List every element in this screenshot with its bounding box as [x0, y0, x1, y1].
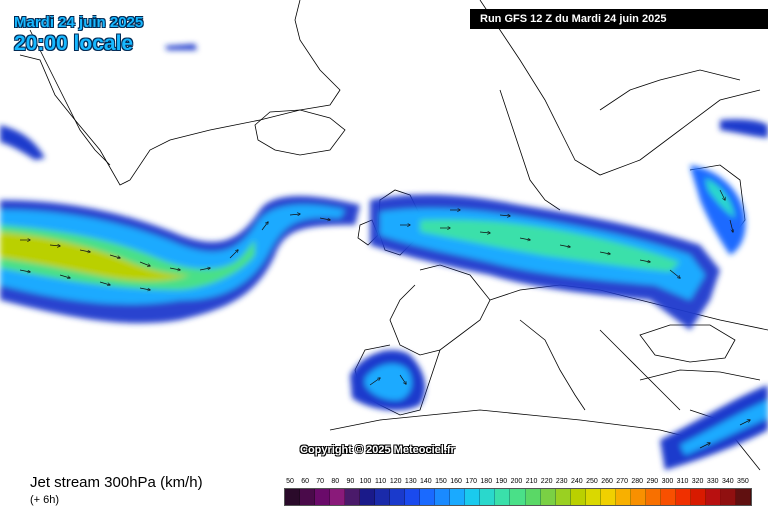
scale-swatch: [300, 489, 316, 505]
scale-label: 230: [555, 478, 568, 485]
scale-swatch: [360, 489, 376, 505]
scale-label: 100: [359, 478, 372, 485]
scale-swatch: [345, 489, 361, 505]
forecast-date: Mardi 24 juin 2025: [14, 14, 144, 31]
scale-swatch: [375, 489, 391, 505]
scale-label: 140: [420, 478, 432, 485]
jet-stream-bands: [0, 44, 768, 470]
scale-label: 340: [721, 478, 734, 485]
scale-label: 120: [389, 478, 402, 485]
scale-label: 250: [586, 478, 598, 485]
scale-swatch: [600, 489, 616, 505]
baltic-jet: [690, 165, 746, 255]
scale-swatch: [285, 489, 301, 505]
scale-label: 170: [465, 478, 477, 485]
color-scale-labels: 50 60 70 80 90 100 110 120 130 140 150 160 170 180 190…: [284, 478, 752, 488]
copyright: Copyright © 2025 Meteociel.fr: [300, 444, 455, 456]
med-jet-core: [365, 363, 412, 401]
scale-swatch: [690, 489, 706, 505]
scale-label: 350: [737, 478, 749, 485]
coastlines: [19, 0, 768, 471]
scale-label: 180: [480, 478, 493, 485]
scale-swatch: [720, 489, 736, 505]
scale-label: 220: [540, 478, 553, 485]
scale-swatch: [435, 489, 451, 505]
scale-swatch: [510, 489, 526, 505]
scale-label: 330: [706, 478, 719, 485]
scale-swatch: [660, 489, 676, 505]
scale-swatch: [585, 489, 601, 505]
forecast-time: 20:00 locale: [14, 32, 134, 55]
scale-label: 320: [691, 478, 704, 485]
scale-swatch: [405, 489, 421, 505]
scale-label: 70: [316, 478, 325, 485]
baltic-jet-core: [705, 178, 735, 218]
scale-label: 210: [525, 478, 538, 485]
run-info: Run GFS 12 Z du Mardi 24 juin 2025: [470, 9, 768, 29]
atlantic-jet-core: [0, 225, 255, 290]
scale-label: 110: [374, 478, 387, 485]
atlantic-jet-max: [0, 232, 190, 282]
scale-swatch: [330, 489, 346, 505]
scale-swatch: [540, 489, 556, 505]
scale-swatch: [315, 489, 331, 505]
scale-label: 310: [676, 478, 689, 485]
scale-swatch: [465, 489, 481, 505]
scale-swatch: [495, 489, 511, 505]
scale-swatch: [615, 489, 631, 505]
scale-label: 190: [495, 478, 508, 485]
scale-swatch: [450, 489, 466, 505]
scale-label: 130: [404, 478, 417, 485]
scale-label: 240: [570, 478, 583, 485]
scale-swatch: [570, 489, 586, 505]
scale-swatch: [735, 489, 751, 505]
scale-swatch: [555, 489, 571, 505]
scale-label: 290: [646, 478, 659, 485]
arctic-jet-east: [720, 119, 768, 138]
scale-swatch: [390, 489, 406, 505]
scale-swatch: [480, 489, 496, 505]
scale-label: 90: [346, 478, 355, 485]
scale-label: 260: [601, 478, 613, 485]
color-scale-bar: [284, 488, 752, 506]
scale-swatch: [705, 489, 721, 505]
forecast-step: (+ 6h): [30, 494, 60, 506]
se-jet-core: [680, 400, 768, 455]
scale-label: 150: [435, 478, 447, 485]
map-title: Jet stream 300hPa (km/h): [30, 474, 203, 491]
arctic-jet-small: [165, 44, 197, 50]
wind-arrows: [19, 189, 750, 449]
scale-label: 50: [286, 478, 294, 485]
scale-label: 60: [301, 478, 309, 485]
color-scale: 50 60 70 80 90 100 110 120 130 140 150 160 170 180 190…: [284, 478, 752, 506]
scale-swatch: [420, 489, 436, 505]
scale-label: 280: [631, 478, 644, 485]
scale-label: 300: [661, 478, 674, 485]
scale-swatch: [675, 489, 691, 505]
scale-swatch: [645, 489, 661, 505]
scale-label: 270: [616, 478, 628, 485]
scale-swatch: [630, 489, 646, 505]
scale-label: 200: [510, 478, 523, 485]
scale-label: 160: [450, 478, 462, 485]
arctic-jet-west: [0, 125, 45, 160]
scale-label: 80: [331, 478, 340, 485]
scale-swatch: [525, 489, 541, 505]
